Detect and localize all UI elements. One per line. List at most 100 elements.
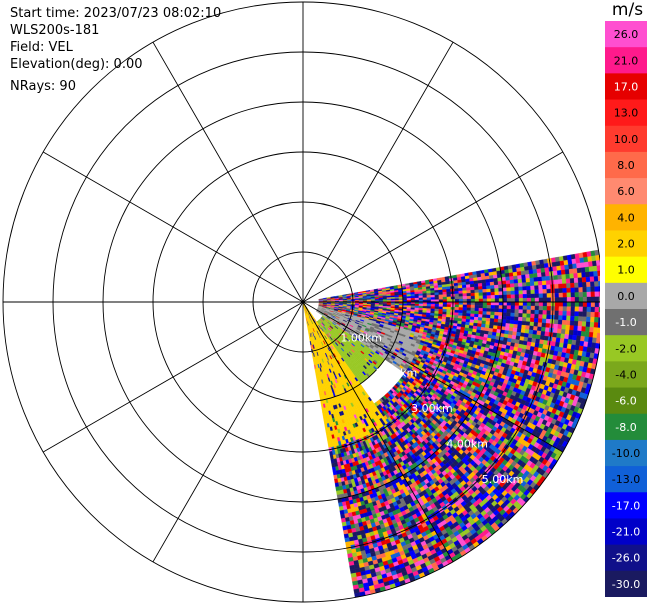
velocity-gate: [517, 324, 522, 329]
velocity-gate: [574, 297, 580, 303]
velocity-gate: [418, 293, 423, 297]
velocity-gate: [537, 322, 543, 328]
velocity-gate: [510, 294, 516, 299]
velocity-gate: [494, 298, 500, 303]
velocity-gate: [570, 287, 575, 293]
velocity-gate: [574, 282, 579, 288]
velocity-gate: [594, 291, 600, 298]
velocity-gate: [582, 291, 588, 298]
velocity-gate: [570, 311, 575, 317]
velocity-gate: [469, 280, 475, 285]
velocity-gate: [574, 301, 580, 307]
velocity-gate: [554, 306, 560, 312]
velocity-gate: [526, 289, 532, 295]
velocity-gate: [458, 310, 463, 314]
velocity-gate: [518, 298, 524, 303]
velocity-gate: [490, 298, 496, 303]
velocity-gate: [528, 265, 533, 271]
velocity-gate: [546, 301, 552, 307]
velocity-gate: [545, 280, 551, 286]
velocity-gate: [522, 297, 528, 303]
velocity-gate: [537, 280, 543, 286]
velocity-gate: [518, 305, 524, 310]
velocity-gate: [596, 265, 600, 272]
velocity-gate: [538, 297, 544, 303]
velocity-gate: [442, 306, 448, 310]
velocity-gate: [534, 313, 539, 319]
velocity-gate: [498, 305, 504, 310]
velocity-gate: [554, 301, 560, 307]
velocity-gate: [574, 306, 580, 312]
velocity-gate: [422, 303, 428, 307]
velocity-gate: [489, 318, 495, 323]
velocity-gate: [590, 301, 596, 308]
velocity-gate: [486, 292, 492, 296]
velocity-gate: [598, 296, 600, 303]
velocity-gate: [473, 319, 479, 324]
velocity-gate: [566, 287, 571, 293]
velocity-gate: [577, 325, 583, 332]
velocity-gate: [504, 269, 510, 274]
velocity-gate: [482, 308, 488, 312]
velocity-gate: [494, 291, 500, 296]
velocity-gate: [594, 286, 599, 292]
velocity-gate: [478, 311, 483, 315]
velocity-gate: [556, 333, 562, 339]
velocity-gate: [566, 315, 571, 321]
velocity-gate: [526, 313, 531, 319]
velocity-gate: [598, 312, 600, 318]
velocity-gate: [398, 303, 404, 306]
velocity-gate: [546, 306, 552, 311]
velocity-gate: [482, 285, 487, 290]
velocity-gate: [582, 286, 587, 293]
velocity-gate: [390, 298, 396, 301]
velocity-gate: [518, 316, 523, 322]
velocity-gate: [530, 301, 536, 307]
velocity-gate: [541, 276, 547, 282]
velocity-gate: [531, 334, 537, 340]
velocity-gate: [534, 301, 540, 307]
velocity-gate: [470, 307, 476, 312]
velocity-gate: [585, 326, 591, 333]
velocity-gate: [565, 324, 571, 331]
velocity-gate: [546, 293, 552, 298]
velocity-gate: [557, 274, 563, 280]
velocity-gate: [518, 286, 523, 291]
velocity-gate: [458, 304, 464, 308]
velocity-gate: [386, 298, 392, 301]
velocity-gate: [488, 271, 494, 276]
velocity-gate: [498, 308, 504, 313]
velocity-gate: [506, 290, 512, 296]
velocity-gate: [514, 286, 519, 292]
velocity-gate: [442, 304, 448, 308]
velocity-gate: [390, 297, 396, 300]
velocity-gate: [584, 331, 590, 338]
velocity-gate: [502, 305, 508, 310]
velocity-gate: [509, 323, 514, 328]
velocity-gate: [489, 278, 495, 283]
velocity-gate: [458, 307, 464, 311]
velocity-gate: [570, 306, 576, 312]
velocity-gate: [570, 282, 575, 289]
velocity-gate: [566, 297, 572, 303]
velocity-gate: [589, 276, 595, 283]
velocity-gate: [517, 278, 523, 284]
velocity-gate: [581, 321, 587, 327]
velocity-gate: [492, 274, 498, 279]
velocity-gate: [529, 317, 535, 323]
velocity-gate: [426, 297, 432, 300]
velocity-gate: [510, 283, 515, 288]
velocity-gate: [572, 268, 578, 274]
velocity-gate: [418, 297, 424, 301]
velocity-gate: [438, 294, 444, 298]
velocity-gate: [598, 286, 600, 292]
velocity-gate: [410, 303, 416, 307]
velocity-gate: [580, 267, 586, 273]
velocity-gate: [510, 305, 516, 310]
velocity-gate: [572, 330, 578, 336]
velocity-gate: [478, 301, 484, 306]
velocity-gate: [597, 327, 600, 334]
velocity-gate: [577, 272, 583, 279]
velocity-gate: [494, 301, 500, 306]
velocity-gate: [522, 294, 528, 299]
